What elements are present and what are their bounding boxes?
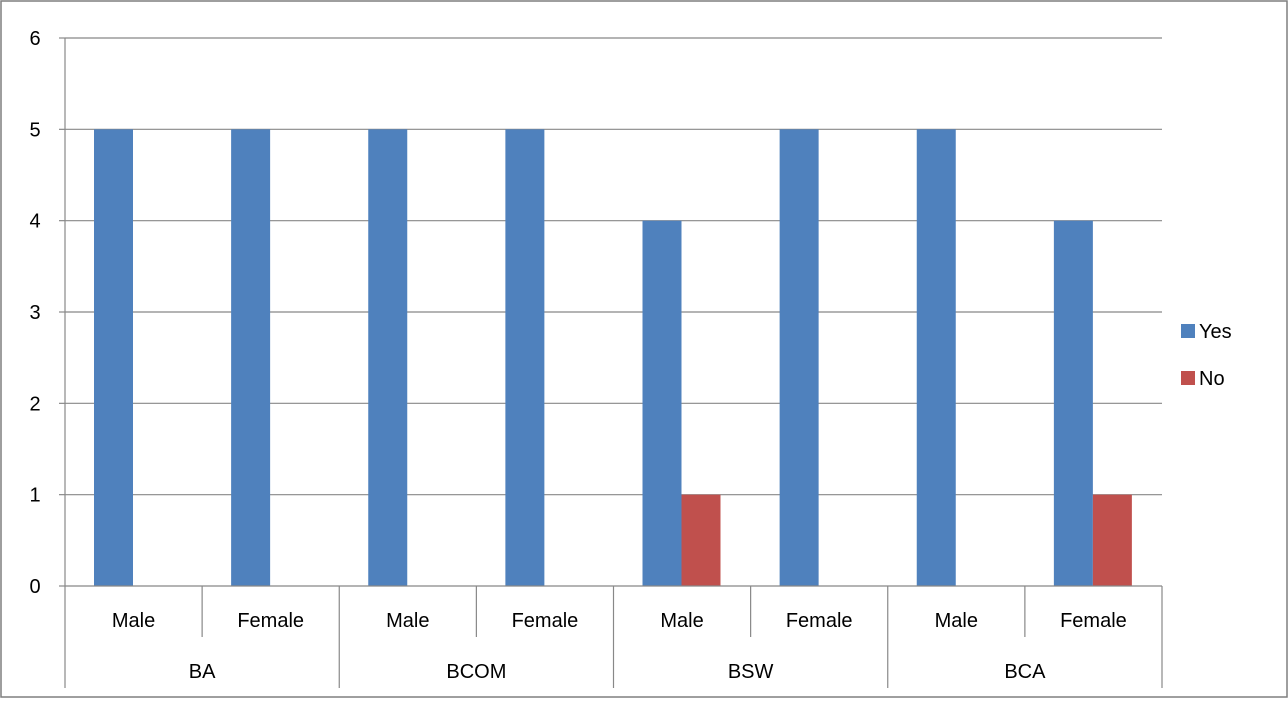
x-tick-label: Female bbox=[786, 610, 853, 632]
y-tick-label: 1 bbox=[29, 485, 40, 507]
bar-yes bbox=[916, 129, 956, 587]
bar-yes bbox=[642, 220, 682, 586]
bar-yes bbox=[368, 129, 408, 587]
x-tick-label: Male bbox=[112, 610, 155, 632]
bar-yes bbox=[94, 129, 133, 587]
y-tick-label: 0 bbox=[29, 576, 40, 598]
bar-yes bbox=[1053, 220, 1093, 586]
group-label: BA bbox=[189, 661, 216, 683]
legend-label-no: No bbox=[1199, 368, 1225, 390]
x-tick-label: Female bbox=[1060, 610, 1127, 632]
bar-yes bbox=[231, 129, 271, 587]
x-tick-label: Male bbox=[386, 610, 429, 632]
bars bbox=[94, 129, 1132, 587]
y-tick-label: 5 bbox=[29, 119, 40, 141]
bar-yes bbox=[779, 129, 819, 587]
bar-no bbox=[1092, 494, 1132, 586]
y-tick-label: 6 bbox=[29, 28, 40, 50]
x-tick-label: Female bbox=[237, 610, 304, 632]
bar-yes bbox=[505, 129, 545, 587]
x-tick-label: Male bbox=[935, 610, 978, 632]
x-tick-label: Male bbox=[660, 610, 703, 632]
group-label: BCA bbox=[1004, 661, 1046, 683]
group-label: BCOM bbox=[446, 661, 506, 683]
group-label: BSW bbox=[728, 661, 774, 683]
legend-swatch-yes bbox=[1181, 324, 1195, 338]
bar-no bbox=[681, 494, 721, 586]
legend-label-yes: Yes bbox=[1199, 321, 1232, 343]
legend: Yes No bbox=[1181, 321, 1232, 390]
axes: 0 1 2 3 4 5 6 Male Female BA Male Female BCOM Male Fem… bbox=[29, 28, 1163, 688]
y-tick-label: 2 bbox=[29, 393, 40, 415]
y-tick-label: 4 bbox=[29, 211, 40, 233]
y-tick-label: 3 bbox=[29, 302, 40, 324]
legend-swatch-no bbox=[1181, 371, 1195, 385]
x-tick-label: Female bbox=[512, 610, 579, 632]
